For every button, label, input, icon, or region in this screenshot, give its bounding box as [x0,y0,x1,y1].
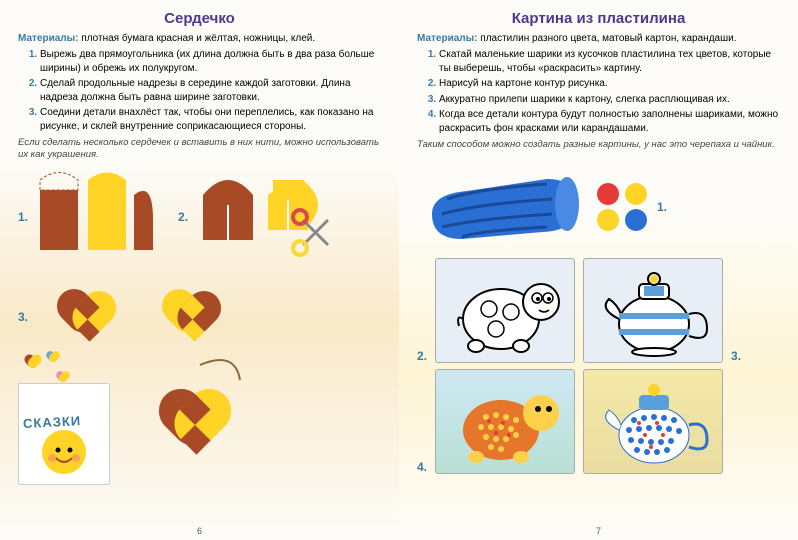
step-3-label-r: 3. [731,349,741,363]
dot-red-icon [597,183,619,205]
page-right: Картина из пластилина Материалы: пластил… [399,0,798,540]
materials-label: Материалы: [18,33,79,44]
step-item: Нарисуй на картоне контур рисунка. [439,77,780,91]
step-item: Соедини детали внахлёст так, чтобы они п… [40,106,381,133]
turtle-color-card [435,369,575,474]
materials-text: плотная бумага красная и жёлтая, ножницы… [79,33,316,44]
hanging-heart-icon [140,355,260,485]
paper-pieces-icon [38,170,158,255]
step-1-label-r: 1. [657,200,667,214]
turtle-outline-card [435,258,575,363]
clay-block-icon [417,159,587,254]
title-left: Сердечко [18,10,381,27]
materials-left: Материалы: плотная бумага красная и жёлт… [18,33,381,44]
step-item: Вырежь два прямоугольника (их длина долж… [40,48,381,75]
teapot-color-icon [589,375,719,470]
illustrations-left: 1. 2. [18,170,381,485]
materials-text: пластилин разного цвета, матовый картон,… [478,33,737,44]
page-num-right: 7 [596,526,601,536]
steps-right: Скатай маленькие шарики из кусочков плас… [417,48,780,135]
step-2-label-r: 2. [417,349,427,363]
heart-weave-2-icon [143,270,238,365]
step-item: Сделай продольные надрезы в середине каж… [40,77,381,104]
step-2-label: 2. [178,210,188,224]
book-cover: СКАЗКИ [18,383,110,485]
step-item: Скатай маленькие шарики из кусочков плас… [439,48,780,75]
note-left: Если сделать несколько сердечек и встави… [18,137,381,162]
sun-face-icon [34,422,94,482]
cut-pieces-icon [198,170,348,265]
turtle-color-icon [441,375,571,470]
title-right: Картина из пластилина [417,10,780,27]
dot-yellow-icon [625,183,647,205]
step-3-label: 3. [18,310,28,324]
step-1-label: 1. [18,210,28,224]
materials-right: Материалы: пластилин разного цвета, мато… [417,33,780,44]
dot-yellow-icon [597,209,619,231]
teapot-outline-icon [589,264,719,359]
page-left: Сердечко Материалы: плотная бумага красн… [0,0,399,540]
materials-label: Материалы: [417,33,478,44]
step-item: Аккуратно прилепи шарики к картону, слег… [439,93,780,107]
steps-left: Вырежь два прямоугольника (их длина долж… [18,48,381,133]
teapot-outline-card [583,258,723,363]
note-right: Таким способом можно создать разные карт… [417,139,780,151]
step-item: Когда все детали контура будут полностью… [439,108,780,135]
page-num-left: 6 [197,526,202,536]
teapot-color-card [583,369,723,474]
dot-blue-icon [625,209,647,231]
step-4-label-r: 4. [417,460,427,474]
turtle-outline-icon [441,264,571,359]
